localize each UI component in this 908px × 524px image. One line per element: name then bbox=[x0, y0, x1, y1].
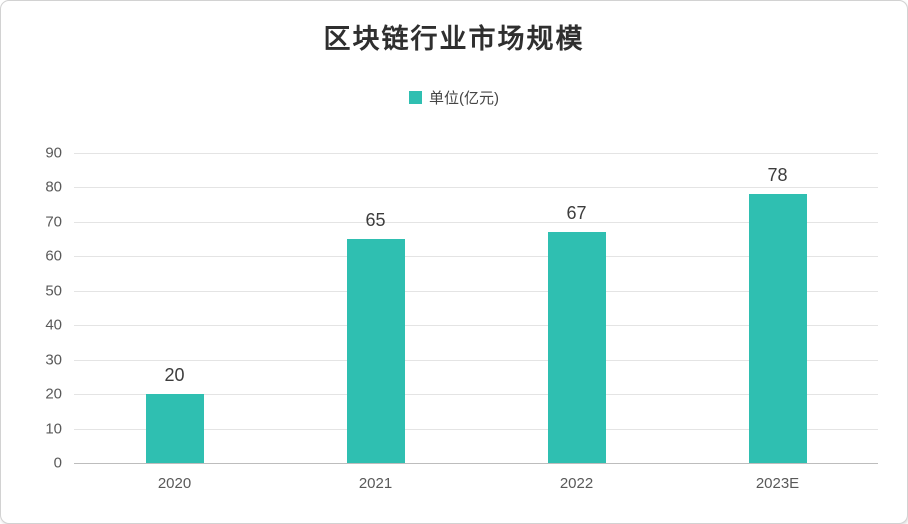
x-axis-line bbox=[74, 463, 878, 464]
y-tick-label: 60 bbox=[45, 247, 62, 265]
bar-column: 67 2022 bbox=[476, 153, 677, 491]
y-tick-label: 0 bbox=[53, 454, 62, 472]
bar-column: 20 2020 bbox=[74, 153, 275, 491]
y-tick-label: 30 bbox=[45, 351, 62, 369]
y-tick-label: 40 bbox=[45, 316, 62, 334]
gridline bbox=[74, 256, 878, 258]
bar-2023E bbox=[748, 194, 807, 463]
bar-value-label: 20 bbox=[164, 365, 185, 386]
gridline bbox=[74, 359, 878, 361]
bar-value-label: 65 bbox=[365, 210, 386, 231]
plot-area: 0 10 20 30 40 50 60 70 80 90 20 2020 65 2021 67 2022 78 2… bbox=[45, 146, 878, 491]
bar-value-label: 67 bbox=[566, 203, 587, 224]
x-tick-label: 2023E bbox=[755, 475, 800, 492]
gridline bbox=[74, 325, 878, 327]
bar-2022 bbox=[547, 232, 606, 463]
bar-value-label: 78 bbox=[767, 165, 788, 186]
legend-swatch-icon bbox=[409, 91, 422, 104]
x-tick-label: 2022 bbox=[559, 475, 594, 492]
gridline bbox=[74, 394, 878, 396]
bar-column: 78 2023E bbox=[677, 153, 878, 491]
y-tick-label: 70 bbox=[45, 213, 62, 231]
y-tick-label: 10 bbox=[45, 420, 62, 438]
chart-title: 区块链行业市场规模 bbox=[323, 24, 585, 54]
y-tick-label: 20 bbox=[45, 385, 62, 403]
gridline bbox=[74, 221, 878, 223]
gridline bbox=[74, 187, 878, 189]
bar-2020 bbox=[145, 394, 204, 463]
legend: 单位(亿元) bbox=[1, 87, 907, 108]
gridline bbox=[74, 428, 878, 430]
y-tick-label: 50 bbox=[45, 282, 62, 300]
x-tick-label: 2021 bbox=[358, 475, 393, 492]
bar-2021 bbox=[346, 239, 405, 463]
legend-label: 单位(亿元) bbox=[429, 90, 499, 107]
gridline bbox=[74, 153, 878, 154]
gridline bbox=[74, 290, 878, 292]
bar-column: 65 2021 bbox=[275, 153, 476, 491]
y-tick-label: 90 bbox=[45, 144, 62, 162]
y-tick-label: 80 bbox=[45, 178, 62, 196]
x-tick-label: 2020 bbox=[157, 475, 192, 492]
